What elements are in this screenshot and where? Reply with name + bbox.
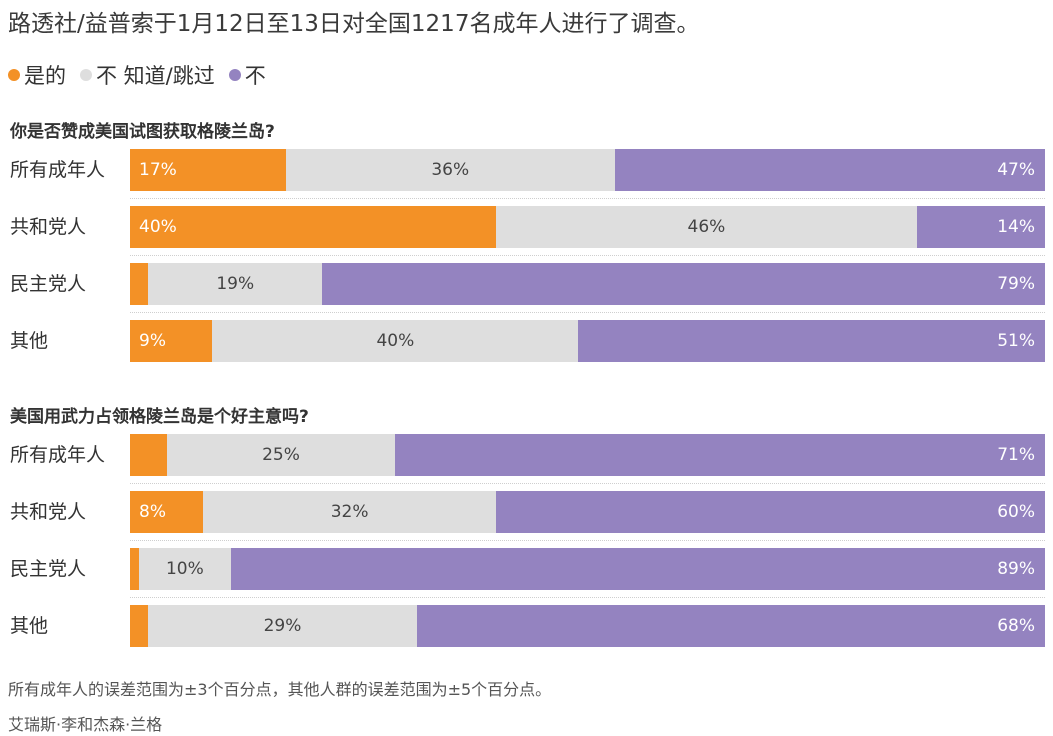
bar-row: 所有成年人 17% 36% 47%	[0, 149, 1053, 206]
bar-segment-unsure: 29%	[148, 605, 417, 647]
bar-segment-no: 71%	[395, 434, 1045, 476]
category-label: 民主党人	[10, 558, 87, 580]
legend-swatch-yes	[8, 69, 20, 81]
data-label: 14%	[997, 217, 1035, 237]
footnote: 所有成年人的误差范围为±3个百分点，其他人群的误差范围为±5个百分点。	[8, 680, 552, 699]
data-label: 17%	[139, 160, 177, 180]
category-label: 民主党人	[10, 273, 87, 295]
bar-row: 共和党人 8% 32% 60%	[0, 491, 1053, 548]
legend-label-unsure: 不 知道/跳过	[96, 64, 215, 88]
stacked-bar: 8% 32% 60%	[130, 491, 1045, 533]
row-divider	[130, 540, 1045, 541]
stacked-bar: 29% 68%	[130, 605, 1045, 647]
bar-row: 民主党人 10% 89%	[0, 548, 1053, 605]
data-label: 19%	[216, 274, 255, 294]
data-label: 8%	[139, 502, 166, 522]
row-divider	[130, 597, 1045, 598]
legend-swatch-no	[228, 69, 241, 81]
bar-row: 民主党人 19% 79%	[0, 263, 1053, 320]
legend-item-yes: 是的	[8, 60, 66, 90]
category-label: 共和党人	[10, 501, 87, 523]
bar-segment-no: 51%	[578, 320, 1045, 362]
data-label: 36%	[431, 160, 470, 180]
legend-label-yes: 是的	[24, 64, 66, 88]
data-label: 40%	[376, 331, 415, 351]
bar-segment-yes	[130, 548, 140, 590]
bar-segment-unsure: 25%	[166, 434, 396, 476]
stacked-bar: 40% 46% 14%	[130, 206, 1045, 248]
category-label: 其他	[10, 330, 49, 352]
bar-row: 其他 29% 68%	[0, 605, 1053, 662]
data-label: 32%	[330, 502, 369, 522]
stacked-bar: 10% 89%	[130, 548, 1045, 590]
data-label: 29%	[263, 616, 302, 636]
bar-segment-yes: 9%	[130, 320, 213, 362]
credit: 艾瑞斯·李和杰森·兰格	[8, 715, 163, 734]
category-label: 所有成年人	[10, 444, 106, 466]
bar-segment-yes: 17%	[130, 149, 286, 191]
bar-segment-no: 60%	[495, 491, 1045, 533]
stacked-bar: 9% 40% 51%	[130, 320, 1045, 362]
category-label: 共和党人	[10, 216, 87, 238]
data-label: 68%	[997, 616, 1035, 636]
bar-segment-unsure: 36%	[285, 149, 615, 191]
bar-segment-unsure: 32%	[203, 491, 496, 533]
category-label: 所有成年人	[10, 159, 106, 181]
data-label: 46%	[687, 217, 726, 237]
bar-row: 所有成年人 25% 71%	[0, 434, 1053, 491]
legend-item-no: 不	[228, 60, 266, 90]
stacked-bar: 25% 71%	[130, 434, 1045, 476]
data-label: 25%	[262, 445, 300, 465]
legend-swatch-unsure	[80, 69, 92, 81]
bar-segment-unsure: 40%	[212, 320, 579, 362]
data-label: 60%	[997, 502, 1035, 522]
row-divider	[130, 198, 1045, 199]
row-divider	[130, 483, 1045, 484]
bar-segment-no: 89%	[230, 548, 1045, 590]
bar-row: 共和党人 40% 46% 14%	[0, 206, 1053, 263]
data-label: 51%	[997, 331, 1035, 351]
data-label: 79%	[997, 274, 1035, 294]
bar-row: 其他 9% 40% 51%	[0, 320, 1053, 377]
legend-item-unsure: 不 知道/跳过	[80, 60, 215, 90]
bar-segment-no: 68%	[416, 605, 1045, 647]
chart-title: 美国用武力占领格陵兰岛是个好主意吗?	[10, 407, 309, 427]
subtitle: 路透社/益普索于1月12日至13日对全国1217名成年人进行了调查。	[8, 11, 700, 37]
legend-label-no: 不	[244, 64, 266, 88]
chart-title: 你是否赞成美国试图获取格陵兰岛?	[10, 122, 275, 142]
bar-segment-unsure: 19%	[148, 263, 323, 305]
bar-segment-unsure: 46%	[496, 206, 917, 248]
bar-segment-no: 79%	[322, 263, 1045, 305]
data-label: 10%	[165, 559, 204, 579]
bar-segment-no: 47%	[614, 149, 1045, 191]
data-label: 89%	[997, 559, 1035, 579]
row-divider	[130, 255, 1045, 256]
data-label: 40%	[139, 217, 177, 237]
category-label: 其他	[10, 615, 49, 637]
bar-segment-unsure: 10%	[139, 548, 231, 590]
bar-segment-yes	[130, 434, 167, 476]
stacked-bar: 17% 36% 47%	[130, 149, 1045, 191]
legend: 是的 不 知道/跳过 不	[8, 60, 266, 90]
bar-segment-yes: 40%	[130, 206, 496, 248]
bar-segment-yes: 8%	[130, 491, 204, 533]
bar-segment-yes	[130, 263, 149, 305]
data-label: 9%	[139, 331, 166, 351]
data-label: 71%	[997, 445, 1035, 465]
bar-segment-no: 14%	[916, 206, 1045, 248]
data-label: 47%	[997, 160, 1035, 180]
row-divider	[130, 312, 1045, 313]
stacked-bar: 19% 79%	[130, 263, 1045, 305]
bar-segment-yes	[130, 605, 149, 647]
